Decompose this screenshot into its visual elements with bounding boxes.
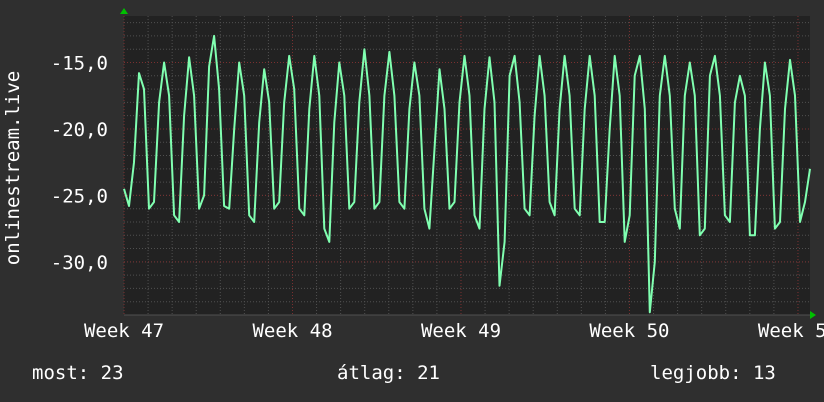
y-tick-label: -15,0 [51,53,108,75]
x-tick-label: Week 50 [589,320,669,342]
y-axis-arrow [120,8,128,14]
legend-average-value: 21 [417,362,440,384]
x-tick-label: Week 49 [421,320,501,342]
y-axis-label: onlinestream.live [2,71,24,265]
series-line [123,34,811,314]
y-axis: -15,0 -20,0 -25,0 -30,0 [51,53,108,274]
x-tick-label: Week 51 [758,320,824,342]
x-tick-label: Week 48 [252,320,332,342]
axis-arrows [120,8,816,319]
legend-current-value: 23 [100,362,124,384]
x-axis: Week 47 Week 48 Week 49 Week 50 Week 51 [84,314,824,342]
legend-best-value: 13 [752,362,776,384]
y-tick-label: -30,0 [51,252,108,274]
y-tick-label: -20,0 [51,119,108,141]
legend-average: átlag: 21 [337,362,440,384]
legend-current-label: most: [32,362,90,384]
legend-best: legjobb: 13 [650,362,776,384]
legend-best-label: legjobb: [650,362,742,384]
x-tick-label: Week 47 [84,320,164,342]
legend-current: most: 23 [32,362,124,384]
legend-average-label: átlag: [337,362,406,384]
x-axis-arrow [810,311,816,319]
y-tick-label: -25,0 [51,185,108,207]
